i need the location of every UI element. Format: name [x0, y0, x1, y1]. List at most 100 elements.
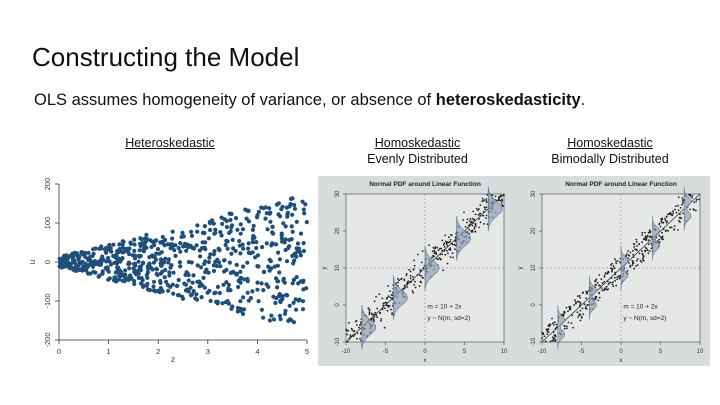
scatter-point	[359, 337, 361, 340]
scatter-point	[164, 279, 169, 284]
x-tick-label: -10	[538, 349, 547, 355]
scatter-point	[144, 283, 149, 288]
scatter-point	[390, 308, 392, 311]
scatter-point	[279, 236, 284, 241]
scatter-point	[127, 266, 132, 271]
scatter-point	[448, 248, 450, 251]
scatter-point	[579, 319, 582, 322]
scatter-point	[195, 229, 200, 234]
scatter-point	[681, 199, 684, 201]
scatter-point	[544, 340, 547, 343]
scatter-point	[413, 284, 415, 286]
scatter-point	[241, 246, 246, 251]
scatter-point	[648, 250, 651, 252]
scatter-point	[238, 275, 243, 280]
scatter-point	[230, 237, 235, 242]
scatter-point	[198, 254, 203, 259]
scatter-point	[598, 296, 601, 299]
scatter-point	[167, 242, 173, 247]
scatter-point	[154, 271, 159, 277]
scatter-point	[276, 250, 281, 255]
scatter-point	[675, 211, 678, 214]
scatter-point	[287, 303, 292, 308]
scatter-point	[567, 321, 570, 324]
scatter-point	[397, 277, 399, 280]
scatter-point	[411, 290, 414, 292]
scatter-point	[595, 278, 598, 281]
scatter-point	[268, 259, 273, 264]
scatter-point	[298, 253, 303, 258]
scatter-point	[85, 263, 90, 269]
scatter-point	[665, 220, 668, 223]
scatter-point	[443, 242, 446, 245]
scatter-point	[224, 238, 229, 243]
scatter-point	[375, 295, 377, 298]
scatter-point	[659, 225, 662, 228]
scatter-point	[144, 238, 149, 243]
scatter-point	[241, 264, 246, 269]
scatter-point	[578, 294, 581, 297]
scatter-point	[296, 246, 302, 251]
scatter-point	[225, 246, 230, 251]
scatter-point	[191, 246, 197, 251]
scatter-point	[413, 259, 415, 262]
scatter-point	[642, 259, 645, 262]
scatter-point	[183, 288, 189, 293]
scatter-point	[294, 254, 299, 259]
scatter-point	[639, 259, 642, 262]
scatter-point	[626, 253, 628, 255]
scatter-point	[242, 277, 247, 282]
scatter-point	[138, 281, 144, 286]
scatter-point	[163, 256, 168, 261]
scatter-point	[432, 246, 435, 249]
scatter-point	[217, 290, 222, 296]
scatter-point	[106, 255, 111, 260]
scatter-point	[631, 264, 634, 266]
scatter-point	[649, 235, 652, 237]
scatter-point	[468, 220, 471, 222]
scatter-point	[205, 290, 210, 295]
x-axis-label: z	[171, 355, 175, 364]
scatter-point	[213, 259, 218, 264]
scatter-point	[275, 285, 280, 290]
normal-pdf-curve	[393, 275, 408, 320]
scatter-point	[568, 306, 570, 308]
scatter-point	[389, 290, 391, 292]
scatter-point	[481, 197, 484, 200]
subtitle-bold-term: heteroskedasticity	[435, 91, 581, 109]
scatter-point	[650, 247, 653, 250]
scatter-point	[290, 196, 295, 201]
scatter-point	[610, 264, 612, 266]
scatter-point	[477, 209, 479, 212]
scatter-point	[382, 302, 385, 305]
scatter-point	[201, 275, 206, 280]
scatter-point	[644, 250, 647, 253]
scatter-point	[632, 249, 634, 252]
scatter-point	[241, 295, 246, 300]
scatter-point	[693, 209, 696, 211]
scatter-point	[481, 200, 484, 203]
scatter-point	[203, 247, 208, 252]
scatter-point	[409, 277, 412, 280]
scatter-point	[483, 223, 485, 225]
scatter-point	[641, 241, 644, 244]
scatter-point	[641, 234, 643, 236]
scatter-point	[267, 211, 272, 216]
scatter-point	[295, 241, 301, 246]
scatter-point	[482, 199, 485, 202]
scatter-point	[612, 281, 614, 283]
scatter-point	[643, 255, 645, 257]
scatter-point	[473, 226, 476, 228]
scatter-point	[280, 204, 285, 209]
scatter-point	[159, 250, 164, 255]
scatter-point	[188, 285, 193, 290]
scatter-point	[120, 250, 125, 255]
scatter-point	[170, 282, 175, 287]
scatter-point	[97, 273, 102, 278]
scatter-point	[616, 260, 619, 262]
scatter-point	[57, 264, 62, 269]
scatter-point	[215, 284, 220, 289]
scatter-point	[552, 337, 555, 340]
y-tick-label: 20	[335, 227, 341, 234]
scatter-point	[421, 276, 424, 279]
